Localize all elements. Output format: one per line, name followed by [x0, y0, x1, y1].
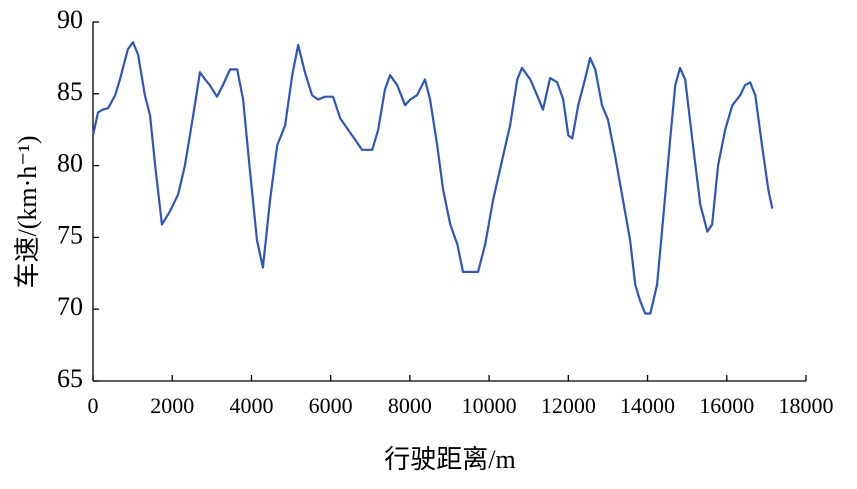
x-tick-label: 18000 [779, 393, 834, 418]
y-axis-label: 车速/(km·h⁻¹) [13, 136, 42, 289]
x-tick-label: 10000 [462, 393, 517, 418]
y-tick-label: 85 [57, 77, 83, 106]
y-tick-label: 80 [57, 149, 83, 178]
x-tick-label: 6000 [309, 393, 353, 418]
y-tick-label: 90 [57, 5, 83, 34]
x-tick-label: 2000 [150, 393, 194, 418]
x-tick-label: 8000 [388, 393, 432, 418]
x-tick-label: 12000 [541, 393, 596, 418]
x-tick-label: 0 [88, 393, 99, 418]
x-axis-label: 行驶距离/m [384, 445, 515, 474]
data-line [91, 41, 774, 315]
x-tick-label: 4000 [229, 393, 273, 418]
x-tick-label: 14000 [620, 393, 675, 418]
y-tick-label: 75 [57, 220, 83, 249]
y-tick-label: 70 [57, 292, 83, 321]
y-tick-label: 65 [57, 364, 83, 393]
x-tick-label: 16000 [699, 393, 754, 418]
